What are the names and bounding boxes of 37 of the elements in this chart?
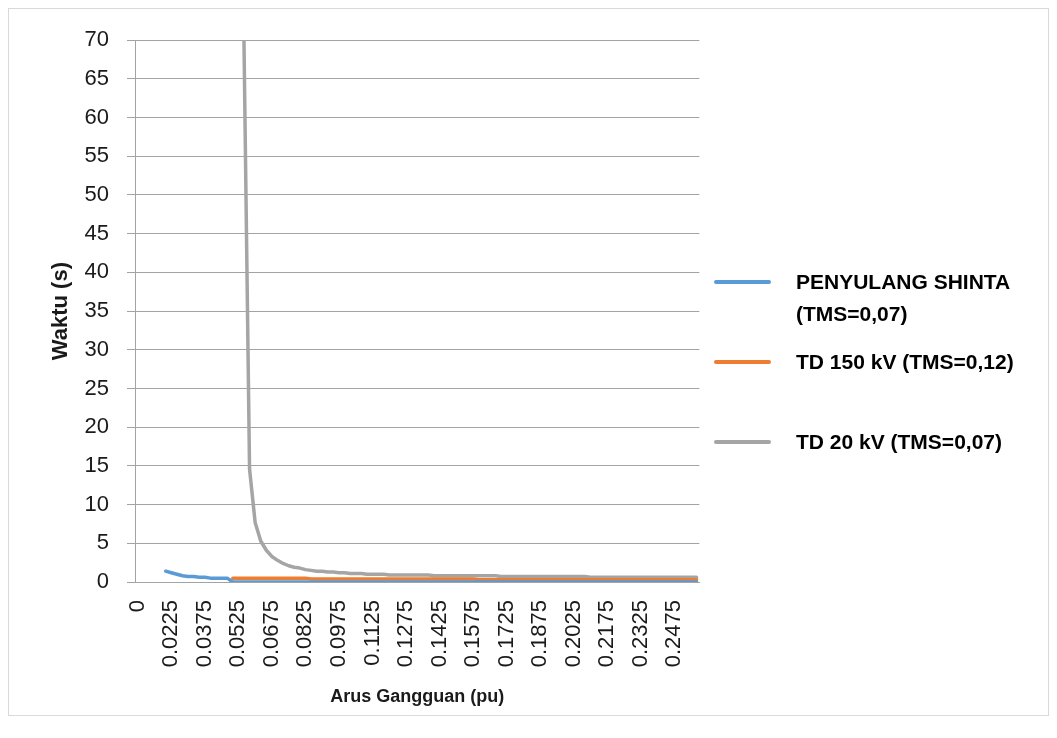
x-tick-label: 0.0375 bbox=[190, 600, 216, 668]
x-tick-label: 0.0525 bbox=[224, 600, 250, 668]
y-tick-label: 0 bbox=[96, 568, 109, 594]
x-tick-label: 0.0825 bbox=[291, 600, 317, 668]
x-tick-label: 0.2025 bbox=[559, 600, 585, 668]
x-axis-title: Arus Gangguan (pu) bbox=[330, 686, 505, 707]
y-tick-label: 10 bbox=[84, 490, 109, 516]
y-axis-title: Waktu (s) bbox=[47, 262, 73, 361]
y-tick-label: 55 bbox=[84, 142, 109, 168]
y-tick-label: 35 bbox=[84, 297, 109, 323]
y-tick-label: 40 bbox=[84, 258, 109, 284]
y-tick-label: 70 bbox=[84, 26, 109, 52]
x-tick-label: 0.1575 bbox=[459, 600, 485, 668]
x-tick-label: 0.0225 bbox=[157, 600, 183, 668]
x-tick-label: 0.2325 bbox=[626, 600, 652, 668]
x-tick-label: 0.1275 bbox=[392, 600, 418, 668]
x-tick-label: 0.1875 bbox=[526, 600, 552, 668]
x-tick-label: 0.2475 bbox=[660, 600, 686, 668]
x-tick-label: 0.0975 bbox=[325, 600, 351, 668]
x-tick-label: 0.2175 bbox=[593, 600, 619, 668]
y-tick-label: 15 bbox=[84, 451, 109, 477]
y-tick-label: 60 bbox=[84, 103, 109, 129]
x-tick-label: 0.0675 bbox=[257, 600, 283, 668]
y-tick-label: 20 bbox=[84, 413, 109, 439]
x-tick-label: 0.1425 bbox=[425, 600, 451, 668]
x-tick-label: 0 bbox=[123, 600, 149, 613]
y-tick-label: 30 bbox=[84, 335, 109, 361]
legend-label: TD 150 kV (TMS=0,12) bbox=[796, 349, 1014, 375]
legend-label: PENYULANG SHINTA (TMS=0,07) bbox=[796, 269, 1011, 327]
x-tick-label: 0.1725 bbox=[492, 600, 518, 668]
legend-label: TD 20 kV (TMS=0,07) bbox=[796, 429, 1002, 455]
y-tick-label: 65 bbox=[84, 64, 109, 90]
x-tick-label: 0.1125 bbox=[358, 600, 384, 666]
y-tick-label: 50 bbox=[84, 181, 109, 207]
y-tick-label: 45 bbox=[84, 219, 109, 245]
y-tick-label: 5 bbox=[96, 529, 109, 555]
y-tick-label: 25 bbox=[84, 374, 109, 400]
